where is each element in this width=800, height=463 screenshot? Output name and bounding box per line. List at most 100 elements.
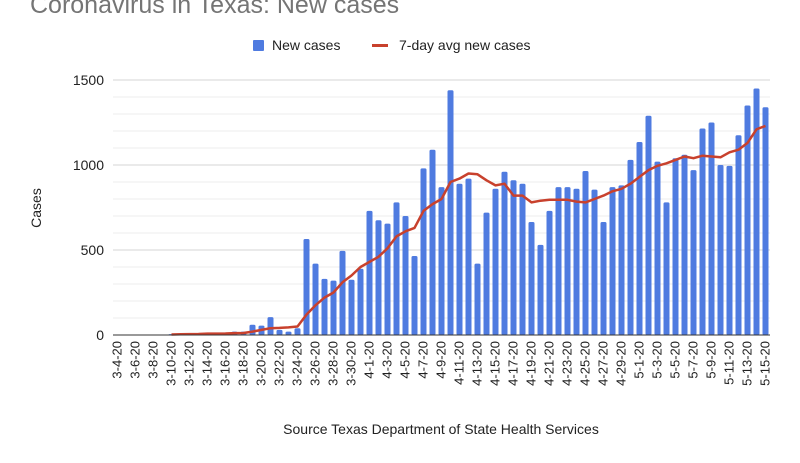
y-axis-label: Cases (28, 188, 44, 228)
legend: New cases 7-day avg new cases (253, 37, 531, 53)
bar-3-26-20 (312, 263, 319, 335)
bar-3-22-20 (276, 329, 283, 335)
bar-4-5-20 (402, 216, 409, 335)
x-tick-label: 3-20-20 (254, 341, 269, 386)
x-tick-label: 4-3-20 (380, 341, 395, 379)
bar-4-23-20 (564, 187, 571, 335)
bar-4-14-20 (483, 212, 490, 335)
x-tick-label: 4-19-20 (524, 341, 539, 386)
bar-3-21-20 (267, 317, 274, 335)
x-tick-label: 4-13-20 (470, 341, 485, 386)
x-tick-label: 5-15-20 (758, 341, 773, 386)
x-tick-label: 4-29-20 (614, 341, 629, 386)
bar-3-30-20 (348, 279, 355, 335)
x-tick-label: 4-17-20 (506, 341, 521, 386)
x-axis-label: Source Texas Department of State Health … (283, 421, 599, 437)
x-tick-label: 4-5-20 (398, 341, 413, 379)
bar-5-9-20 (708, 122, 715, 335)
x-tick-label: 3-30-20 (344, 341, 359, 386)
x-tick-label: 5-9-20 (704, 341, 719, 379)
bar-4-20-20 (537, 244, 544, 335)
y-tick-label: 0 (96, 327, 104, 343)
legend-label-new-cases: New cases (272, 37, 340, 53)
bar-5-5-20 (672, 158, 679, 335)
bar-5-3-20 (654, 161, 661, 335)
bar-5-12-20 (735, 135, 742, 335)
bar-4-15-20 (492, 188, 499, 335)
x-tick-label: 4-15-20 (488, 341, 503, 386)
bar-5-14-20 (753, 88, 760, 335)
x-tick-label: 5-13-20 (740, 341, 755, 386)
series-line-7-day-avg (171, 124, 766, 336)
y-tick-label: 1500 (73, 72, 104, 88)
x-tick-label: 5-5-20 (668, 341, 683, 379)
x-tick-label: 3-8-20 (146, 341, 161, 379)
bar-3-29-20 (339, 250, 346, 335)
bar-4-9-20 (438, 187, 445, 335)
bars (168, 88, 769, 335)
x-tick-label: 5-3-20 (650, 341, 665, 379)
bar-4-24-20 (573, 188, 580, 335)
bar-4-2-20 (375, 220, 382, 335)
bar-5-11-20 (726, 165, 733, 335)
bar-4-7-20 (420, 168, 427, 335)
bar-5-4-20 (663, 202, 670, 335)
bar-3-24-20 (294, 328, 301, 335)
bar-4-16-20 (501, 171, 508, 335)
x-tick-label: 3-16-20 (218, 341, 233, 386)
bar-5-2-20 (645, 115, 652, 335)
bar-4-17-20 (510, 180, 517, 335)
y-tick-labels: 0 500 1000 1500 (73, 72, 104, 343)
x-tick-label: 3-26-20 (308, 341, 323, 386)
bar-3-25-20 (303, 238, 310, 335)
bar-4-28-20 (609, 187, 616, 335)
bar-4-26-20 (591, 189, 598, 335)
bar-4-12-20 (465, 178, 472, 335)
chart-title: Coronavirus in Texas: New cases (30, 0, 400, 19)
bar-5-6-20 (681, 154, 688, 335)
bar-4-1-20 (366, 210, 373, 335)
bar-3-27-20 (321, 278, 328, 335)
x-tick-label: 4-9-20 (434, 341, 449, 379)
bar-4-21-20 (546, 210, 553, 335)
legend-swatch-new-cases (253, 40, 264, 51)
x-tick-label: 4-27-20 (596, 341, 611, 386)
x-tick-label: 4-23-20 (560, 341, 575, 386)
x-tick-label: 4-11-20 (452, 341, 467, 385)
legend-label-7-day-avg: 7-day avg new cases (399, 37, 531, 53)
bar-4-19-20 (528, 221, 535, 335)
x-tick-label: 5-1-20 (632, 341, 647, 379)
bar-5-1-20 (636, 142, 643, 335)
bar-5-8-20 (699, 128, 706, 335)
x-tick-label: 5-11-20 (722, 341, 737, 385)
x-tick-label: 4-21-20 (542, 341, 557, 386)
bar-4-27-20 (600, 221, 607, 335)
bar-5-15-20 (762, 107, 769, 335)
bar-4-18-20 (519, 183, 526, 335)
bar-5-7-20 (690, 170, 697, 335)
x-tick-label: 3-14-20 (200, 341, 215, 386)
bar-5-13-20 (744, 105, 751, 335)
x-tick-label: 4-7-20 (416, 341, 431, 379)
x-tick-label: 4-25-20 (578, 341, 593, 386)
bar-4-30-20 (627, 159, 634, 335)
x-tick-labels: 3-4-20 3-6-20 3-8-20 3-10-20 3-12-20 3-14-20 3… (110, 341, 773, 386)
x-tick-label: 3-10-20 (164, 341, 179, 386)
y-tick-label: 500 (81, 242, 105, 258)
bar-4-4-20 (393, 202, 400, 335)
bar-4-25-20 (582, 170, 589, 335)
x-tick-label: 3-22-20 (272, 341, 287, 386)
x-tick-label: 5-7-20 (686, 341, 701, 379)
bar-4-6-20 (411, 255, 418, 335)
bar-4-3-20 (384, 223, 391, 335)
x-tick-label: 3-24-20 (290, 341, 305, 386)
x-tick-label: 4-1-20 (362, 341, 377, 379)
bar-4-8-20 (429, 149, 436, 335)
bar-4-10-20 (447, 90, 454, 335)
x-tick-label: 3-12-20 (182, 341, 197, 386)
x-tick-label: 3-28-20 (326, 341, 341, 386)
bar-5-10-20 (717, 165, 724, 335)
x-tick-label: 3-6-20 (128, 341, 143, 379)
x-tick-label: 3-18-20 (236, 341, 251, 386)
